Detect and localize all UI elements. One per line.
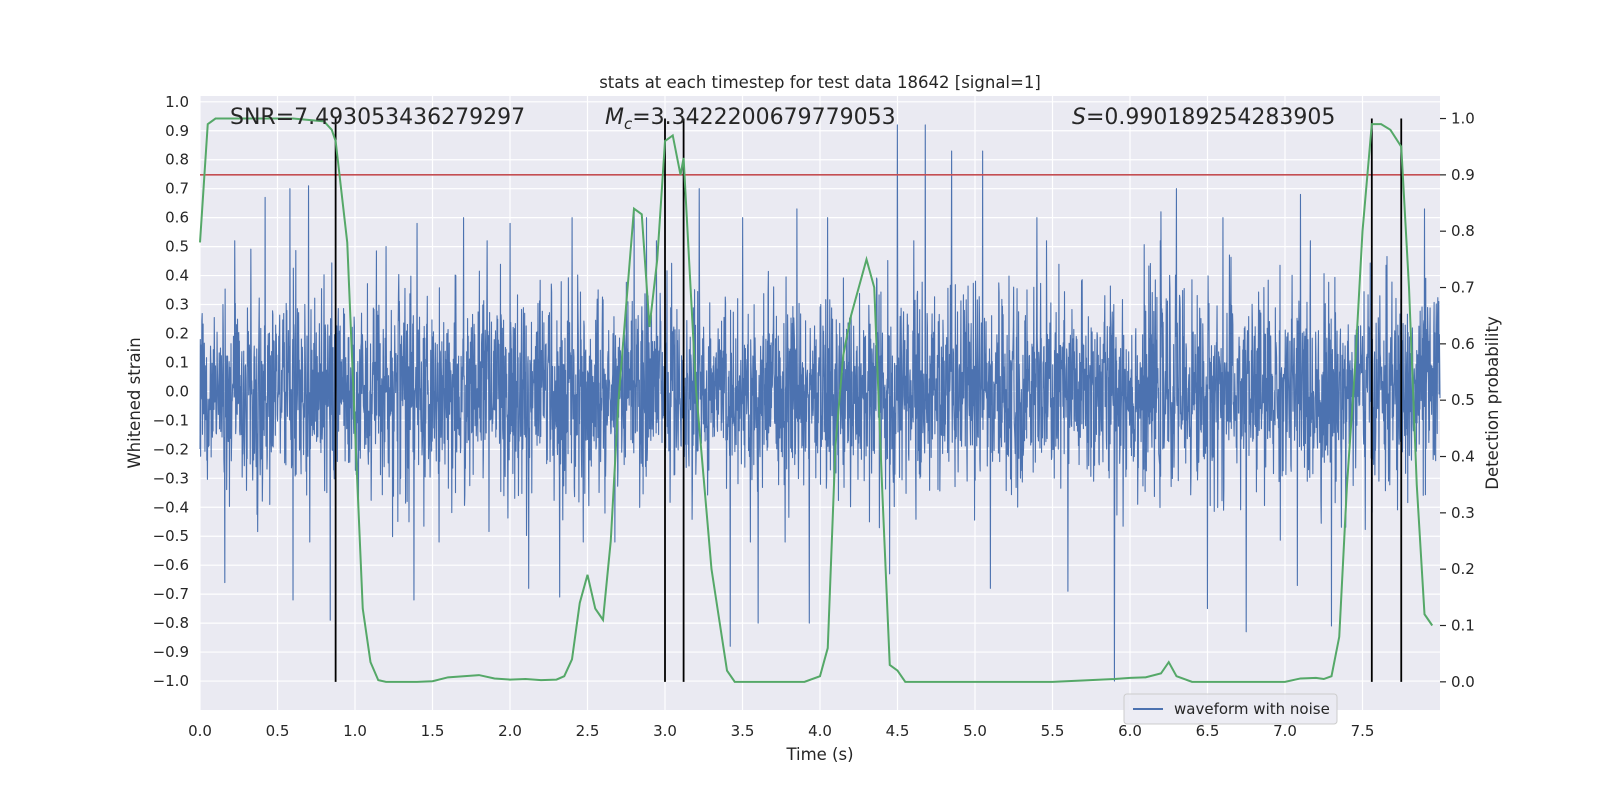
y2-tick-label: 0.6 — [1451, 335, 1475, 353]
waveform-with-noise-series — [199, 124, 1441, 682]
x-tick-label: 0.5 — [266, 722, 290, 740]
y-tick-label: −0.2 — [153, 440, 189, 458]
x-tick-label: 3.5 — [731, 722, 755, 740]
snr-annotation: SNR=7.493053436279297 — [230, 105, 525, 130]
y-tick-label: −1.0 — [153, 672, 189, 690]
y-tick-label: −0.6 — [153, 556, 189, 574]
y-tick-label: 0.7 — [165, 180, 189, 198]
x-tick-label: 5.0 — [963, 722, 987, 740]
y-tick-labels: 1.0 0.9 0.8 0.7 0.6 0.5 0.4 0.3 0.2 0.1 0.0 −0.1 −0.… — [153, 93, 189, 690]
x-tick-label: 4.5 — [886, 722, 910, 740]
x-tick-label: 2.5 — [576, 722, 600, 740]
detection-probability-line — [199, 117, 1434, 683]
y-tick-label: 0.3 — [165, 296, 189, 314]
legend: waveform with noise — [1123, 693, 1338, 725]
y2-tick-label: 0.8 — [1451, 222, 1475, 240]
x-tick-label: 6.0 — [1118, 722, 1142, 740]
x-tick-label: 1.0 — [343, 722, 367, 740]
y-tick-label: −0.7 — [153, 585, 189, 603]
y-tick-label: 0.5 — [165, 238, 189, 256]
chirp-mass-subscript: c — [624, 115, 633, 133]
legend-box — [1123, 693, 1338, 725]
x-tick-label: 4.0 — [808, 722, 832, 740]
y2-tick-labels: 1.0 0.9 0.8 0.7 0.6 0.5 0.4 0.3 0.2 0.1 0.0 — [1440, 110, 1475, 691]
y-tick-label: 0.4 — [165, 267, 189, 285]
s-symbol: S — [1072, 105, 1086, 130]
x-tick-label: 7.5 — [1351, 722, 1375, 740]
s-value: =0.990189254283905 — [1086, 105, 1335, 130]
detection-markers — [334, 118, 1403, 682]
y-tick-label: 0.1 — [165, 353, 189, 371]
y-tick-label: 1.0 — [165, 93, 189, 111]
waveform-with-noise-line — [199, 124, 1441, 682]
chirp-mass-annotation: Mc=3.3422200679779053 — [605, 105, 896, 133]
y-tick-label: −0.4 — [153, 498, 189, 516]
x-tick-labels: 0.0 0.5 1.0 1.5 2.0 2.5 3.0 3.5 4.0 4.5 5.0 5.5 6.0 6… — [188, 722, 1374, 740]
y2-tick-label: 0.9 — [1451, 166, 1475, 184]
x-tick-label: 6.5 — [1196, 722, 1220, 740]
y2-tick-label: 0.3 — [1451, 504, 1475, 522]
y2-tick-label: 0.5 — [1451, 391, 1475, 409]
x-tick-label: 1.5 — [421, 722, 445, 740]
y-tick-label: −0.5 — [153, 527, 189, 545]
chirp-mass-symbol: M — [605, 105, 624, 130]
x-tick-label: 0.0 — [188, 722, 212, 740]
y-tick-label: −0.9 — [153, 643, 189, 661]
y2-axis-label: Detection probability — [1483, 316, 1502, 490]
y-tick-label: 0.0 — [165, 382, 189, 400]
y-tick-label: −0.3 — [153, 469, 189, 487]
x-tick-label: 3.0 — [653, 722, 677, 740]
y2-tick-label: 0.2 — [1451, 560, 1475, 578]
y2-tick-label: 0.4 — [1451, 448, 1475, 466]
y2-tick-label: 0.0 — [1451, 673, 1475, 691]
y-tick-label: −0.1 — [153, 411, 189, 429]
x-tick-label: 2.0 — [498, 722, 522, 740]
y-tick-label: 0.9 — [165, 122, 189, 140]
y-tick-label: 0.2 — [165, 324, 189, 342]
y-axis-label: Whitened strain — [125, 337, 144, 468]
y-tick-label: 0.6 — [165, 209, 189, 227]
y-tick-label: −0.8 — [153, 614, 189, 632]
y2-tick-label: 0.7 — [1451, 279, 1475, 297]
legend-label-waveform: waveform with noise — [1174, 700, 1330, 718]
y2-tick-label: 0.1 — [1451, 617, 1475, 635]
y-tick-label: 0.8 — [165, 151, 189, 169]
x-axis-label: Time (s) — [785, 745, 853, 764]
s-annotation: S=0.990189254283905 — [1072, 105, 1335, 130]
y2-tick-label: 1.0 — [1451, 110, 1475, 128]
chart-title: stats at each timestep for test data 186… — [599, 73, 1041, 92]
x-tick-label: 7.0 — [1273, 722, 1297, 740]
x-tick-label: 5.5 — [1041, 722, 1065, 740]
chirp-mass-value: =3.3422200679779053 — [632, 105, 895, 130]
